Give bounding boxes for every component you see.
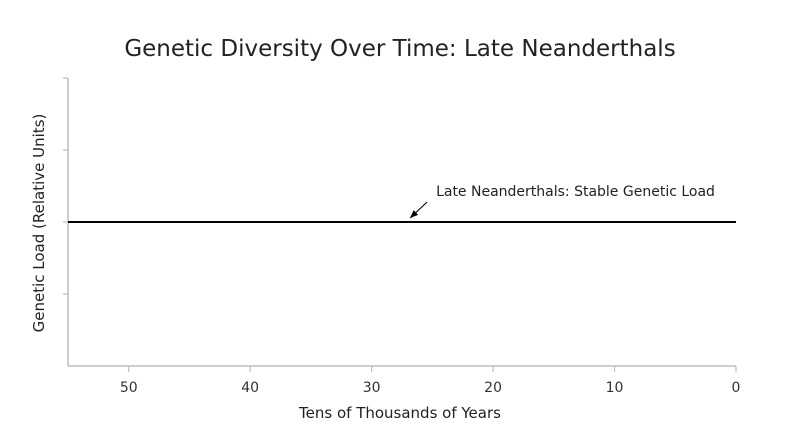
annotation-text-0: Late Neanderthals: Stable Genetic Load — [436, 184, 715, 200]
annotations: Late Neanderthals: Stable Genetic Load — [409, 184, 715, 219]
x-tick-label-4: 10 — [606, 380, 624, 396]
x-tick-label-2: 30 — [363, 380, 381, 396]
y-ticks — [63, 77, 68, 295]
y-axis-label: Genetic Load (Relative Units) — [30, 114, 48, 333]
x-tick-label-0: 50 — [120, 380, 138, 396]
x-ticks: 50 40 30 20 10 0 — [120, 366, 741, 396]
x-tick-label-1: 40 — [241, 380, 259, 396]
x-tick-label-3: 20 — [484, 380, 502, 396]
x-tick-label-5: 0 — [732, 380, 741, 396]
chart-title: Genetic Diversity Over Time: Late Neande… — [124, 36, 675, 62]
annotation-arrowhead-0 — [410, 210, 419, 218]
x-axis-label: Tens of Thousands of Years — [298, 404, 501, 422]
